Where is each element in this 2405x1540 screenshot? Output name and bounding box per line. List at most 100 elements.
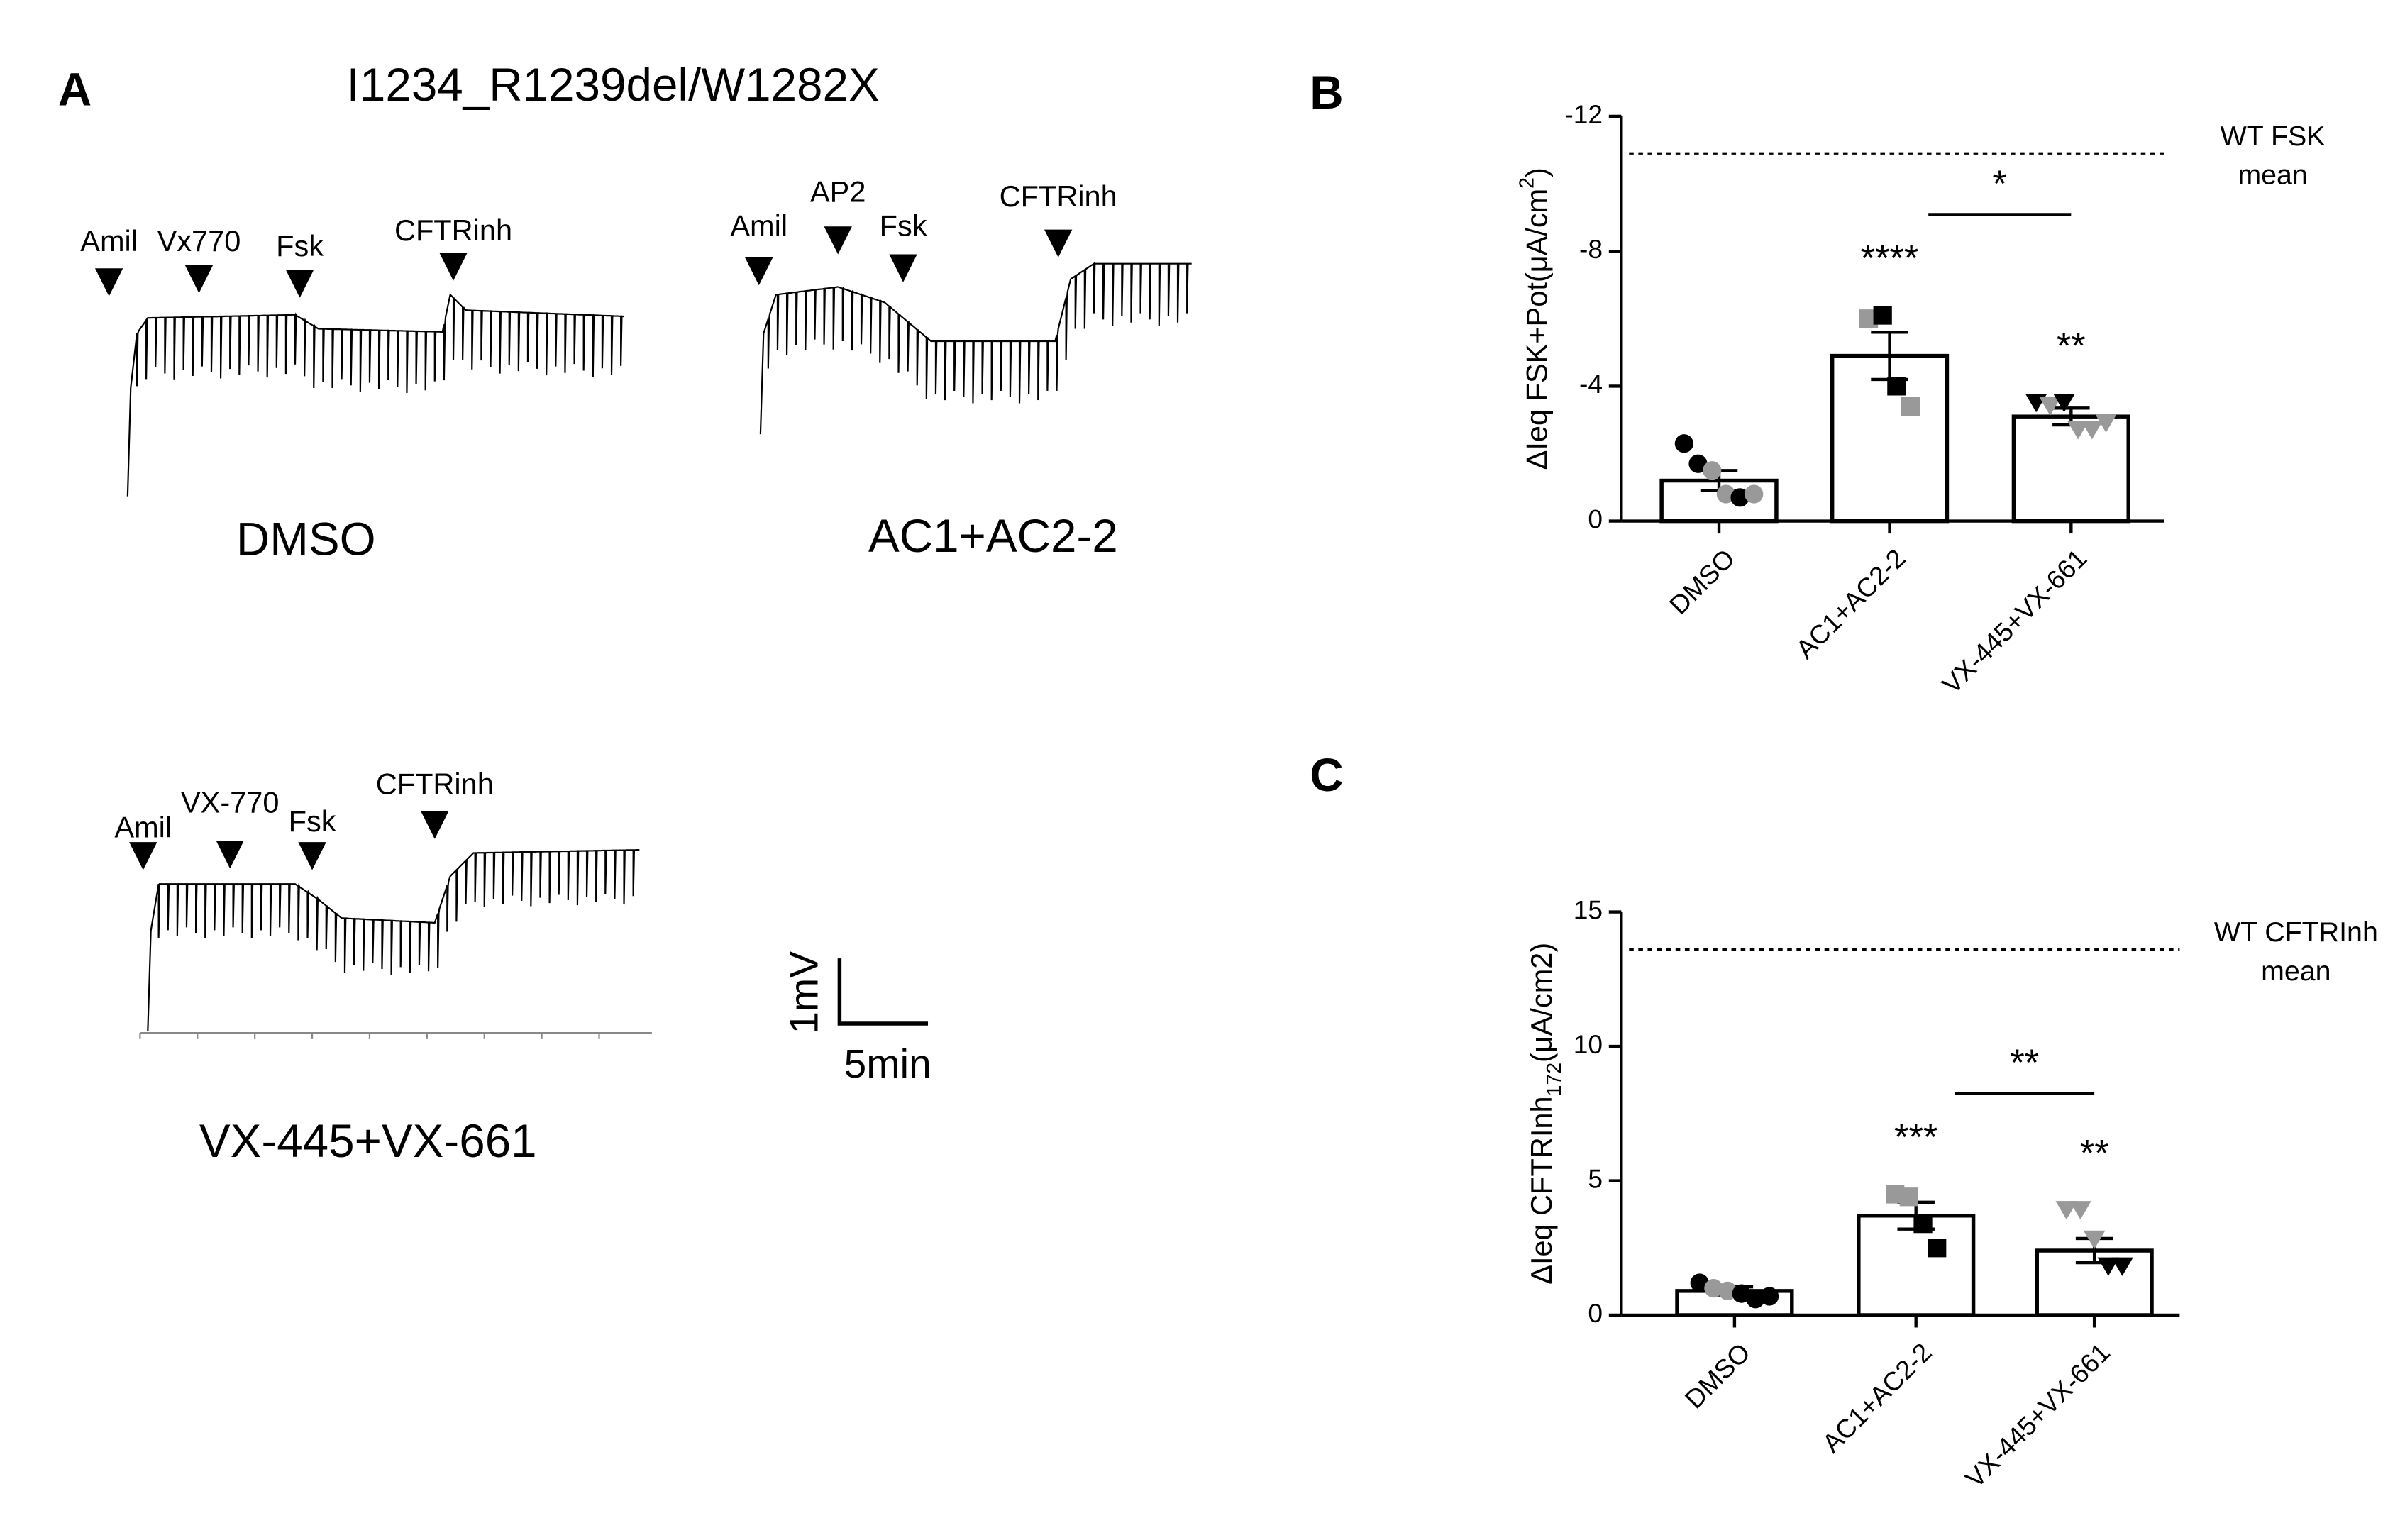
treatment-label: Vx770 bbox=[157, 224, 241, 257]
treatment-label: Amil bbox=[114, 811, 172, 844]
data-point bbox=[2081, 421, 2103, 440]
arrowhead bbox=[129, 842, 157, 870]
x-tick-label: VX-445+VX-661 bbox=[1936, 543, 2092, 699]
y-tick-label: -12 bbox=[1564, 99, 1603, 129]
data-point bbox=[1759, 1287, 1779, 1306]
panel-title: I1234_R1239del/W1282X bbox=[347, 59, 880, 111]
data-point bbox=[2067, 421, 2089, 440]
x-tick-label: AC1+AC2-2 bbox=[1790, 543, 1911, 665]
trace bbox=[126, 293, 624, 497]
condition-label: VX-445+VX-661 bbox=[199, 1115, 537, 1167]
data-point bbox=[2111, 1257, 2133, 1276]
data-point bbox=[1899, 1187, 1918, 1207]
data-point bbox=[1703, 461, 1722, 480]
significance-stars: **** bbox=[1861, 238, 1919, 279]
data-point bbox=[2055, 1201, 2078, 1220]
trace bbox=[147, 849, 640, 1031]
data-point bbox=[2039, 397, 2062, 416]
arrowhead bbox=[889, 254, 917, 282]
x-tick-label: DMSO bbox=[1679, 1337, 1756, 1414]
comparison-stars: * bbox=[1993, 164, 2007, 205]
data-point bbox=[1745, 484, 1764, 504]
reference-label: WT CFTRInh bbox=[2214, 916, 2378, 948]
treatment-label: VX-770 bbox=[181, 786, 279, 819]
comparison-stars: ** bbox=[2010, 1043, 2039, 1084]
arrowhead bbox=[421, 811, 449, 839]
data-point bbox=[2069, 1201, 2091, 1220]
y-tick-label: 15 bbox=[1574, 894, 1603, 924]
scale-label: 1mV bbox=[783, 951, 827, 1034]
arrowhead bbox=[94, 268, 123, 297]
y-axis-label-text: ΔIeq CFTRInh bbox=[1525, 1096, 1558, 1284]
arrowhead bbox=[439, 253, 468, 281]
data-point bbox=[1688, 454, 1708, 473]
treatment-label: Amil bbox=[80, 224, 138, 257]
data-point bbox=[1704, 1278, 1723, 1298]
data-point bbox=[1887, 377, 1906, 396]
treatment-label: Amil bbox=[730, 209, 787, 242]
data-point bbox=[2083, 1230, 2106, 1249]
treatment-label: Fsk bbox=[289, 804, 336, 838]
x-tick-label: DMSO bbox=[1664, 543, 1741, 621]
data-point bbox=[2095, 414, 2117, 433]
y-tick-label: 10 bbox=[1574, 1029, 1603, 1059]
data-point bbox=[1718, 1281, 1737, 1300]
bar bbox=[2011, 414, 2130, 524]
condition-label: AC1+AC2-2 bbox=[868, 510, 1118, 562]
data-point bbox=[1873, 306, 1892, 325]
y-axis-label-end: ) bbox=[1520, 167, 1553, 177]
data-point bbox=[2097, 1257, 2120, 1276]
x-tick-label: VX-445+VX-661 bbox=[1959, 1337, 2116, 1493]
arrowhead bbox=[1044, 229, 1073, 257]
trace bbox=[759, 262, 1192, 435]
data-point bbox=[1901, 397, 1920, 416]
x-tick-label: AC1+AC2-2 bbox=[1816, 1337, 1937, 1458]
y-tick-label: 0 bbox=[1588, 1298, 1603, 1328]
y-axis-label-end: (μA/cm2) bbox=[1525, 943, 1558, 1063]
y-tick-label: 0 bbox=[1588, 504, 1603, 533]
arrowhead bbox=[216, 840, 244, 869]
data-point bbox=[1730, 488, 1749, 507]
arrowhead bbox=[298, 842, 326, 870]
scale-label: 5min bbox=[844, 1042, 931, 1087]
panel-label: A bbox=[58, 64, 92, 116]
data-point bbox=[2053, 394, 2075, 413]
y-axis-label-sub: 172 bbox=[1542, 1063, 1565, 1096]
data-point bbox=[1746, 1290, 1765, 1309]
data-point bbox=[1732, 1284, 1751, 1303]
treatment-label: Fsk bbox=[276, 229, 324, 262]
scale-bar bbox=[837, 958, 929, 1026]
treatment-label: CFTRinh bbox=[1000, 179, 1117, 213]
reference-label: mean bbox=[2261, 955, 2331, 987]
y-tick-label: -8 bbox=[1579, 234, 1603, 264]
treatment-label: Fsk bbox=[880, 209, 927, 242]
data-point bbox=[1674, 434, 1693, 453]
data-point bbox=[1716, 484, 1735, 504]
y-tick-label: 5 bbox=[1588, 1163, 1603, 1193]
treatment-label: CFTRinh bbox=[394, 214, 512, 247]
significance-stars: *** bbox=[1894, 1117, 1937, 1158]
y-axis-label: ΔIeq CFTRInh172(μA/cm2) bbox=[1525, 943, 1566, 1285]
data-point bbox=[1913, 1214, 1933, 1234]
y-tick-label: -4 bbox=[1579, 369, 1603, 399]
reference-label: mean bbox=[2238, 159, 2307, 190]
significance-stars: ** bbox=[2057, 326, 2086, 367]
condition-label: DMSO bbox=[236, 514, 376, 565]
y-axis-label-sup: 2 bbox=[1515, 177, 1538, 189]
panel-label: C bbox=[1310, 749, 1343, 801]
reference-label: WT FSK bbox=[2221, 121, 2326, 152]
arrowhead bbox=[285, 270, 314, 298]
treatment-label: AP2 bbox=[810, 175, 866, 208]
arrowhead bbox=[824, 226, 852, 255]
significance-stars: ** bbox=[2080, 1134, 2109, 1175]
data-point bbox=[1928, 1239, 1947, 1258]
y-axis-label: ΔIeq FSK+Pot(μA/cm2) bbox=[1515, 167, 1553, 470]
arrowhead bbox=[184, 265, 214, 294]
panel-label: B bbox=[1310, 67, 1343, 118]
data-point bbox=[1690, 1273, 1709, 1292]
y-axis-label-text: ΔIeq FSK+Pot(μA/cm bbox=[1520, 189, 1553, 470]
arrowhead bbox=[745, 257, 773, 286]
treatment-label: CFTRinh bbox=[376, 767, 494, 800]
